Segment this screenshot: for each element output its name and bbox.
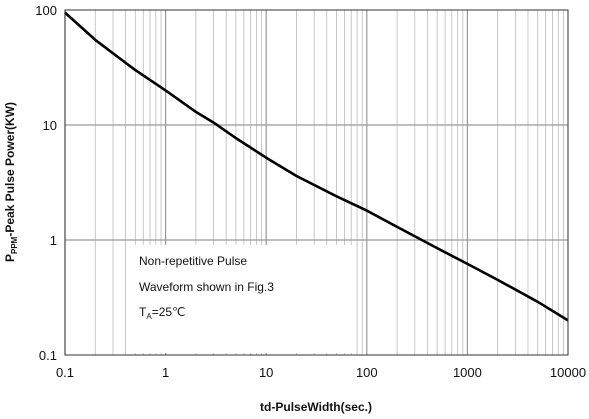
x-tick-labels: 0.1 1 10 100 1000 10000 [56, 365, 586, 380]
x-tick-label: 1 [162, 365, 169, 380]
annotation-temp-sub: A [146, 312, 152, 321]
plot-frame [64, 9, 569, 356]
y-tick-labels: 0.1 1 10 100 [35, 3, 57, 363]
y-axis-label-main: P [3, 254, 17, 262]
x-tick-label: 100 [356, 365, 378, 380]
annotation-line-1: Non-repetitive Pulse [139, 254, 247, 268]
annotation-box [128, 245, 353, 353]
x-axis-label: td-PulseWidth(sec.) [260, 400, 372, 414]
annotation-temp-main: T [139, 305, 147, 319]
y-axis-label-sub: PPM [10, 236, 19, 254]
annotation-line-3: TA=25℃ [139, 305, 186, 321]
y-tick-label: 0.1 [39, 348, 57, 363]
x-tick-label: 1000 [453, 365, 482, 380]
y-tick-label: 10 [43, 118, 57, 133]
y-tick-label: 100 [35, 3, 57, 18]
y-tick-label: 1 [50, 233, 57, 248]
y-axis-label-rest: -Peak Pulse Power(KW) [3, 102, 17, 237]
annotation-line-2: Waveform shown in Fig.3 [139, 280, 274, 294]
y-axis-label: PPPM-Peak Pulse Power(KW) [3, 102, 19, 262]
x-tick-label: 10000 [550, 365, 586, 380]
x-tick-label: 0.1 [56, 365, 74, 380]
series-curve-group [64, 11, 569, 322]
x-tick-label: 10 [259, 365, 273, 380]
annotation-temp-rest: =25℃ [152, 305, 186, 319]
series-line [64, 11, 569, 322]
